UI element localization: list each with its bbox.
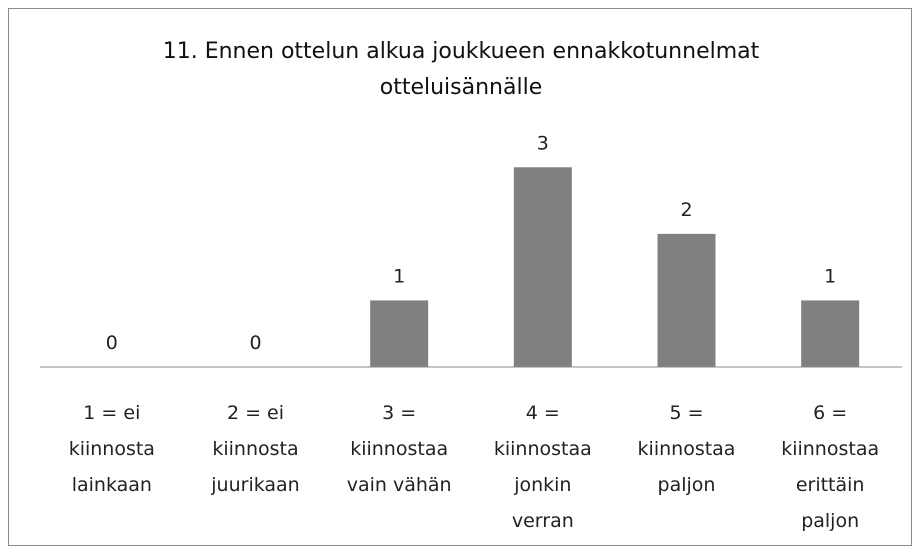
x-tick-label: 5 = kiinnostaa paljon	[637, 402, 736, 496]
chart-frame	[8, 8, 912, 546]
x-tick-label: 4 = kiinnostaa jonkin verran	[493, 402, 592, 532]
x-tick-label: 3 = kiinnostaa vain vähän	[346, 402, 452, 496]
data-label: 0	[106, 332, 118, 354]
data-label: 2	[680, 199, 692, 221]
data-label: 3	[537, 132, 549, 154]
data-label: 1	[824, 265, 836, 287]
x-tick-label: 2 = ei kiinnosta juurikaan	[211, 402, 300, 496]
x-tick-label: 6 = kiinnostaa erittäin paljon	[781, 402, 880, 532]
data-label: 0	[249, 332, 261, 354]
bar	[801, 300, 860, 367]
chart-title: 11. Ennen ottelun alkua joukkueen ennakk…	[162, 39, 760, 100]
data-label: 1	[393, 265, 405, 287]
bar	[370, 300, 429, 367]
bar	[513, 167, 572, 367]
x-tick-label: 1 = ei kiinnosta lainkaan	[68, 402, 155, 496]
bar	[657, 233, 716, 367]
